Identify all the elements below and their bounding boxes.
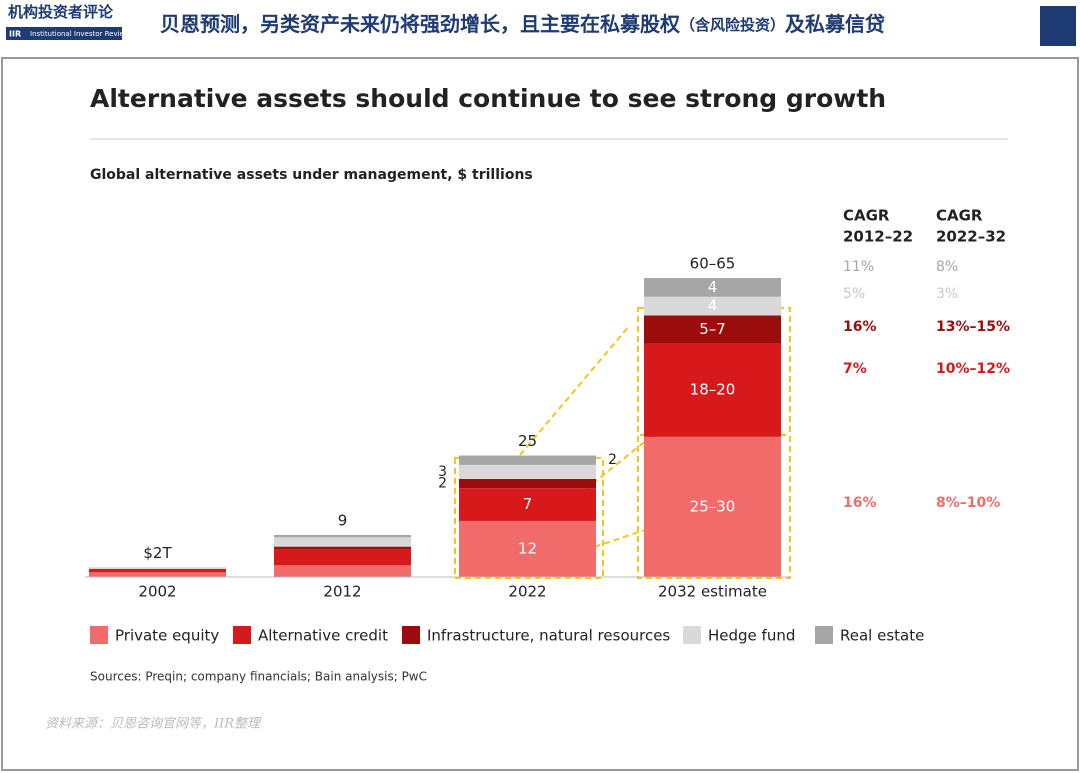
logo-en: Institutional Investor Review (30, 30, 130, 38)
total-label: 9 (338, 511, 348, 529)
source: Sources: Preqin; company financials; Bai… (90, 670, 427, 684)
bar-segment (274, 537, 411, 547)
bar-segment (89, 569, 226, 573)
cagr-value: 16% (843, 319, 877, 335)
header-title-end: 及私募信贷 (785, 12, 885, 36)
logo-mark: IIR (9, 30, 21, 39)
legend-swatch (402, 626, 420, 644)
segment-label: 12 (518, 539, 537, 557)
cagr-header: CAGR (843, 207, 890, 225)
bar-segment (644, 278, 781, 297)
x-tick-label: 2012 (323, 583, 361, 601)
chart-subtitle: Global alternative assets under manageme… (90, 167, 533, 183)
footer-note: 资料来源：贝恩咨询官网等，IIR整理 (45, 717, 262, 732)
bar-segment (644, 436, 781, 577)
segment-label: 2 (608, 452, 617, 468)
header-title-note: （含风险投资） (680, 16, 785, 34)
segment-label: 7 (523, 495, 533, 513)
cagr-header: 2012–22 (843, 228, 913, 246)
bar-segment (89, 569, 226, 570)
bar-segment (459, 464, 596, 479)
bar-segment (459, 488, 596, 521)
slide-frame (1, 57, 1079, 771)
segment-label: 3 (438, 464, 447, 480)
segment-label: 25–30 (690, 497, 736, 515)
segment-label: 4 (708, 297, 718, 315)
segment-label: 5–7 (699, 320, 726, 338)
x-tick-label: 2002 (138, 583, 176, 601)
total-label: 60–65 (690, 255, 736, 273)
cagr-header: CAGR (936, 207, 983, 225)
header-title-main: 贝恩预测，另类资产未来仍将强劲增长，且主要在私募股权 (160, 12, 681, 36)
bar-segment (274, 546, 411, 549)
segment-label: 2 (438, 476, 447, 492)
logo-cn: 机构投资者评论 (8, 3, 114, 21)
cagr-value: 7% (843, 361, 867, 377)
bar-segment (644, 296, 781, 316)
legend-swatch (90, 626, 108, 644)
total-label: 25 (518, 432, 537, 450)
x-tick-label: 2022 (508, 583, 546, 601)
bar-segment (274, 565, 411, 577)
legend-swatch (683, 626, 701, 644)
segment-label: 18–20 (690, 381, 736, 399)
bar-segment (459, 520, 596, 577)
x-tick-label: 2032 estimate (658, 583, 767, 601)
cagr-value: 16% (843, 495, 877, 511)
header-title: 贝恩预测，另类资产未来仍将强劲增长，且主要在私募股权（含风险投资）及私募信贷 (160, 12, 885, 36)
bar-segment (644, 343, 781, 437)
legend-label: Real estate (840, 627, 924, 645)
cagr-value: 3% (936, 286, 958, 302)
legend-swatch (233, 626, 251, 644)
bar-segment (274, 548, 411, 566)
bar-segment (644, 315, 781, 344)
bar-segment (89, 568, 226, 570)
cagr-value: 10%–12% (936, 361, 1010, 377)
legend-label: Infrastructure, natural resources (427, 627, 670, 645)
legend-label: Hedge fund (708, 627, 795, 645)
cagr-value: 8%–10% (936, 495, 1000, 511)
bar-segment (274, 534, 411, 538)
bar-segment (89, 572, 226, 577)
bar-segment (459, 455, 596, 465)
legend-swatch (815, 626, 833, 644)
chart-title: Alternative assets should continue to se… (90, 84, 886, 113)
bar-segment (459, 478, 596, 489)
cagr-header: 2022–32 (936, 228, 1006, 246)
total-label: $2T (143, 544, 172, 562)
segment-label: 4 (708, 278, 718, 296)
legend-label: Alternative credit (258, 627, 388, 645)
corner-logo (1040, 6, 1076, 46)
cagr-value: 11% (843, 259, 874, 275)
cagr-value: 13%–15% (936, 319, 1010, 335)
cagr-value: 8% (936, 259, 958, 275)
logo-band (6, 27, 122, 40)
legend-label: Private equity (115, 627, 219, 645)
cagr-value: 5% (843, 286, 865, 302)
trend-arrow (519, 324, 631, 456)
